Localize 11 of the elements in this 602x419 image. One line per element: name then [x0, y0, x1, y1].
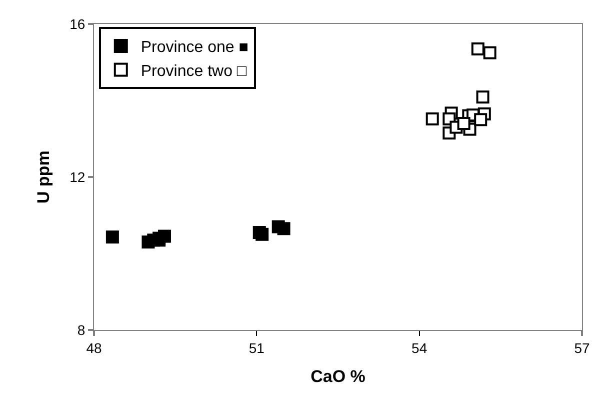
- x-tick-label: 48: [86, 340, 102, 356]
- x-axis-title: CaO %: [310, 367, 366, 386]
- x-tick-label: 51: [248, 340, 265, 356]
- y-axis-title: U ppm: [34, 150, 54, 204]
- legend-label: Province one ■: [140, 39, 248, 56]
- legend-label: Province two □: [140, 63, 247, 80]
- x-tick-label: 57: [574, 340, 590, 356]
- x-tick-label: 54: [412, 340, 428, 356]
- y-tick-label: 8: [77, 322, 86, 338]
- y-tick-label: 12: [70, 168, 86, 185]
- y-tick-label: 16: [70, 16, 86, 32]
